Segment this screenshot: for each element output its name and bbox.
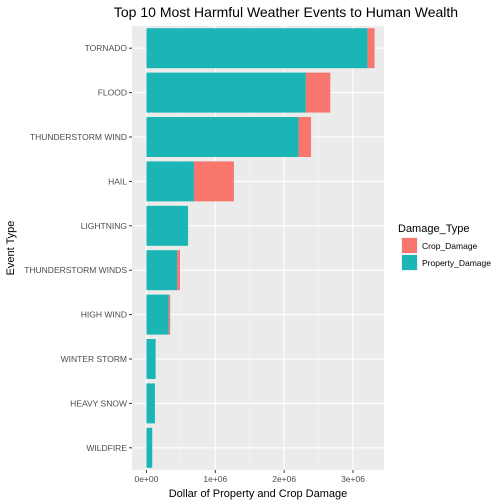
y-tick-label: FLOOD (98, 88, 127, 98)
bar-property-damage (146, 294, 169, 335)
legend-key-swatch (402, 255, 417, 270)
legend-label: Property_Damage (422, 258, 491, 268)
legend-label: Crop_Damage (422, 241, 478, 251)
bar-property-damage (146, 205, 189, 246)
bars (146, 28, 375, 468)
bar-crop-damage (367, 28, 375, 69)
chart-title: Top 10 Most Harmful Weather Events to Hu… (114, 4, 458, 20)
y-tick-label: WILDFIRE (86, 443, 127, 453)
y-tick-label: WINTER STORM (61, 354, 127, 364)
bar-property-damage (146, 339, 156, 379)
y-tick-label: LIGHTNING (81, 221, 127, 231)
bar-property-damage (146, 383, 155, 424)
bar-property-damage (146, 28, 368, 69)
bar-property-damage (146, 117, 299, 157)
bar-crop-damage (177, 250, 180, 291)
bar-property-damage (146, 161, 194, 202)
y-tick-label: TORNADO (85, 43, 128, 53)
x-tick-label: 3e+06 (341, 474, 365, 484)
bar-crop-damage (193, 161, 234, 202)
x-tick-label: 0e+00 (135, 474, 159, 484)
x-tick-label: 2e+06 (272, 474, 296, 484)
bar-property-damage (146, 427, 153, 468)
bar-property-damage (146, 250, 178, 291)
bar-property-damage (146, 72, 306, 113)
y-axis-title: Event Type (5, 221, 17, 276)
bar-crop-damage (298, 117, 312, 157)
y-tick-label: HIGH WIND (81, 310, 127, 320)
bar-crop-damage (168, 294, 171, 335)
x-axis-title: Dollar of Property and Crop Damage (169, 488, 348, 500)
y-tick-label: THUNDERSTORM WIND (30, 132, 127, 142)
legend-key-swatch (402, 238, 417, 253)
y-tick-label: HAIL (108, 176, 127, 186)
y-axis-ticks: TORNADO FLOOD THUNDERSTORM WIND HAIL LIGHTNI… (24, 43, 132, 453)
legend: Damage_Type Crop_Damage Property_Damage (398, 223, 491, 271)
x-tick-label: 1e+06 (203, 474, 227, 484)
bar-crop-damage (305, 72, 331, 113)
y-tick-label: THUNDERSTORM WINDS (24, 265, 127, 275)
x-axis-ticks: 0e+00 1e+06 2e+06 3e+06 (135, 470, 365, 484)
y-tick-label: HEAVY SNOW (70, 398, 127, 408)
legend-title: Damage_Type (398, 223, 470, 235)
